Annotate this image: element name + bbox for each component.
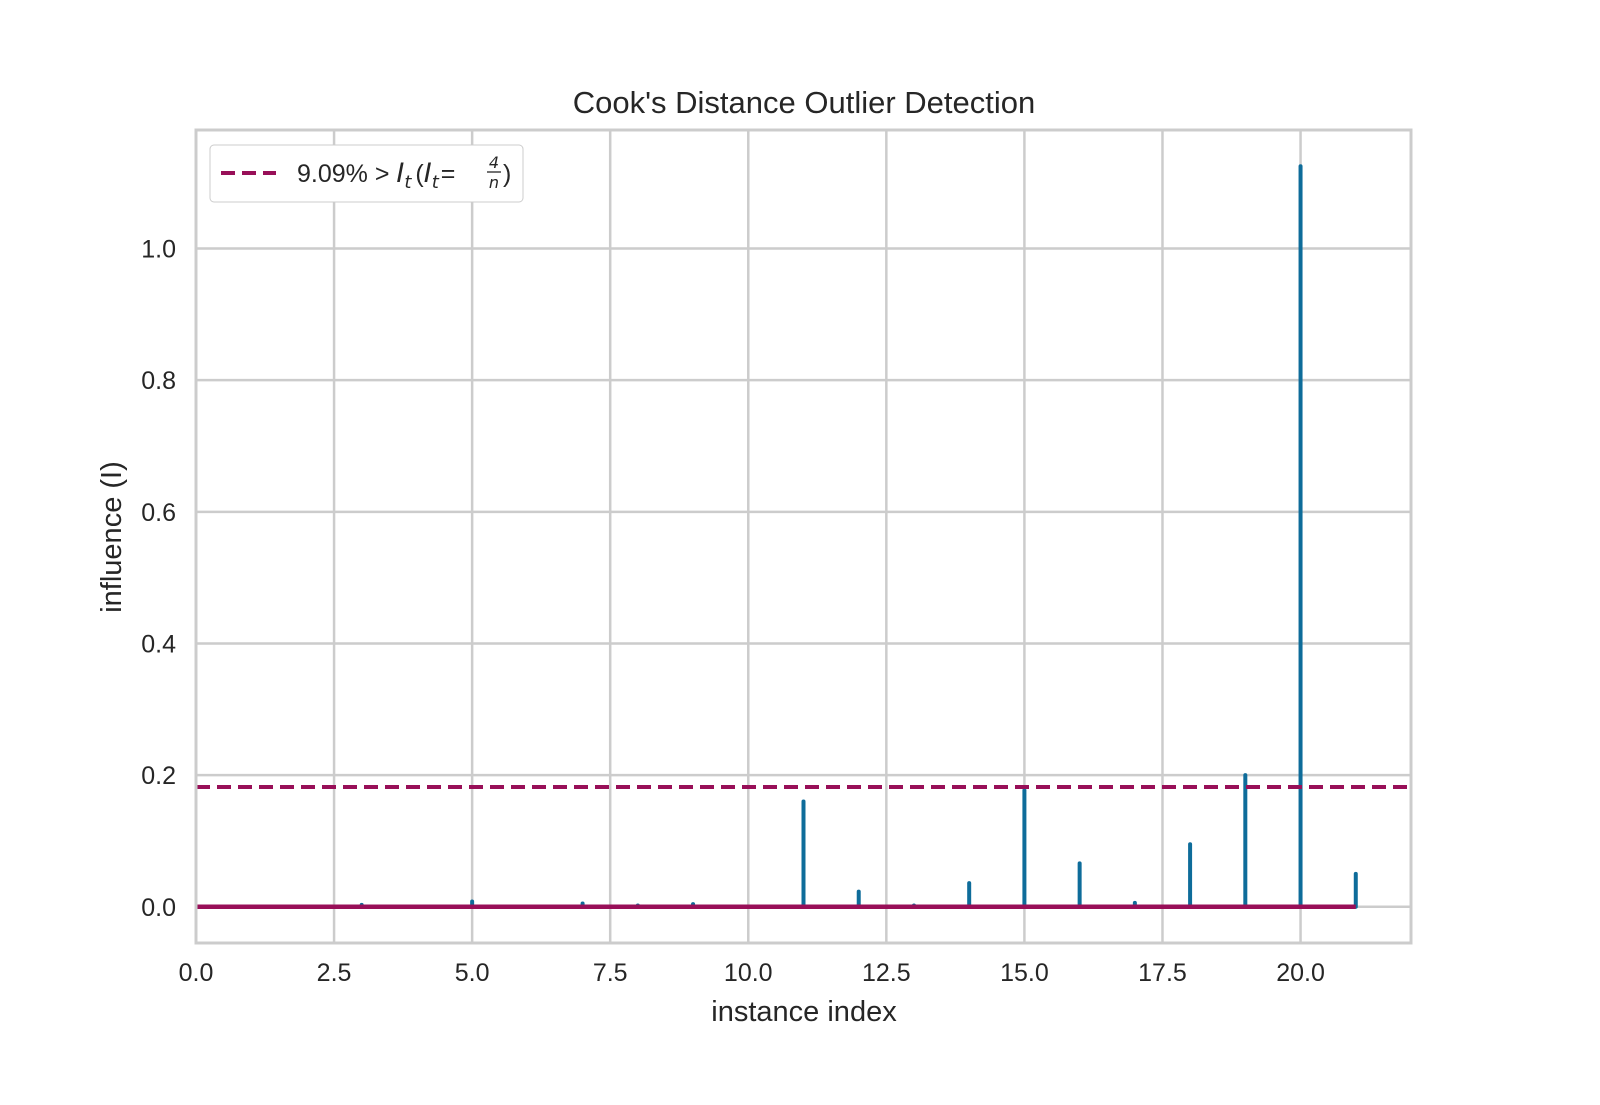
legend-math-sub2: t <box>432 172 440 193</box>
tick-label-layer: 0.0 2.5 5.0 7.5 10.0 12.5 15.0 17.5 20.0 0.0 0.2 0.… <box>141 235 1325 987</box>
legend-math-eq: = <box>441 160 456 188</box>
x-tick-label: 15.0 <box>1000 959 1049 987</box>
legend-math-i2: I <box>424 158 432 189</box>
grid-layer <box>194 130 1411 943</box>
legend: 9.09% > It (It= 4 n ) <box>209 144 524 203</box>
stem-layer <box>359 164 1358 909</box>
y-tick-label: 1.0 <box>141 235 176 263</box>
x-tick-label: 7.5 <box>593 959 628 987</box>
legend-math-i: I <box>396 158 404 189</box>
x-tick-label: 10.0 <box>724 959 773 987</box>
x-tick-label: 17.5 <box>1138 959 1187 987</box>
chart-title: Cook's Distance Outlier Detection <box>573 85 1036 120</box>
y-tick-label: 0.0 <box>141 894 176 922</box>
x-tick-label: 0.0 <box>179 959 214 987</box>
x-tick-label: 12.5 <box>862 959 911 987</box>
x-axis-label: instance index <box>711 996 897 1028</box>
plot-frame <box>194 128 1413 945</box>
legend-math-sub: t <box>404 172 412 193</box>
y-tick-label: 0.6 <box>141 499 176 527</box>
x-tick-label: 2.5 <box>317 959 352 987</box>
legend-label-prefix: 9.09% > <box>297 160 396 188</box>
legend-close-paren: ) <box>503 160 511 188</box>
y-tick-label: 0.4 <box>141 630 176 658</box>
line-layer <box>196 784 1411 910</box>
y-axis-label: influence (I) <box>96 461 128 613</box>
y-tick-label: 0.2 <box>141 762 176 790</box>
x-tick-label: 20.0 <box>1276 959 1325 987</box>
x-tick-label: 5.0 <box>455 959 490 987</box>
legend-box <box>209 144 524 203</box>
y-tick-label: 0.8 <box>141 367 176 395</box>
legend-label: 9.09% > It (It= <box>297 158 455 193</box>
legend-frac-den: n <box>489 173 499 192</box>
legend-frac-num: 4 <box>489 153 499 172</box>
